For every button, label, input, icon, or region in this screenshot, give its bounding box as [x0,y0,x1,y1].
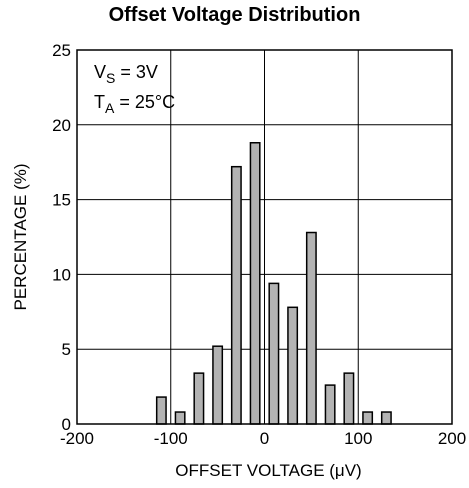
histogram-bar [193,372,205,425]
histogram-bar [249,142,261,425]
histogram-bar [230,165,242,425]
x-tick-label: -200 [60,429,94,448]
histogram-bar [268,282,280,425]
histogram-bar [343,372,355,425]
y-tick-label: 10 [52,265,71,284]
y-tick-label: 0 [62,415,71,434]
x-tick-label: -100 [154,429,188,448]
histogram-bar [155,396,167,425]
bars [155,142,392,425]
y-axis-title: PERCENTAGE (%) [11,163,30,310]
x-tick-label: 200 [438,429,466,448]
y-tick-label: 25 [52,41,71,60]
histogram-bar [324,384,336,425]
histogram-bar [362,411,374,425]
x-tick-label: 100 [344,429,372,448]
y-tick-label: 20 [52,116,71,135]
histogram-bar [305,231,317,425]
x-tick-label: 0 [260,429,269,448]
annotation-supply-voltage: VS = 3V [94,62,158,86]
tick-labels: -200 -100 0 100 200 0 5 10 15 20 25 [52,41,466,448]
grid-lines [77,50,452,424]
x-axis-title: OFFSET VOLTAGE (μV) [175,461,361,480]
histogram-bar [287,306,299,425]
histogram-bar [380,411,392,425]
histogram-bar [212,345,224,425]
chart-title: Offset Voltage Distribution [108,4,361,26]
histogram-bar [174,411,186,425]
plot-frame [76,49,453,425]
y-tick-label: 15 [52,191,71,210]
annotation-ambient-temperature: TA = 25°C [94,92,175,116]
y-tick-label: 5 [62,340,71,359]
